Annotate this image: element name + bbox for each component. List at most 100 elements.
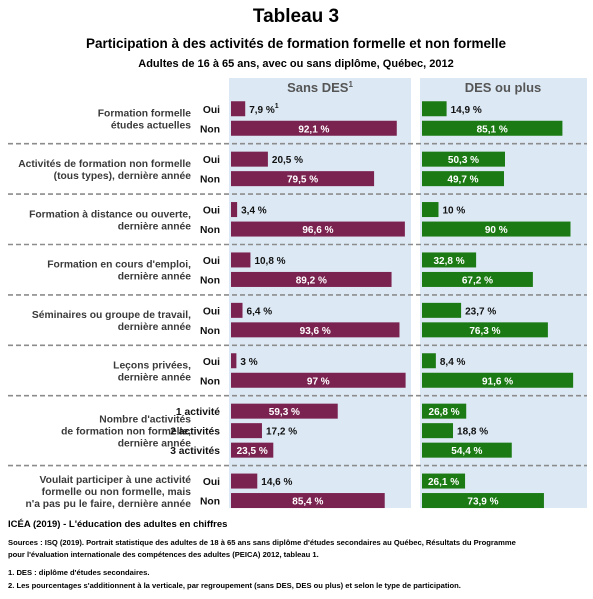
- data-label: 26,8 %: [429, 407, 460, 418]
- row-label: Non: [200, 376, 220, 387]
- data-label-value: 10,8 %: [254, 256, 285, 267]
- footer-source-line: pour l'évaluation internationale des com…: [8, 550, 319, 559]
- data-label-value: 20,5 %: [272, 155, 303, 166]
- data-label-value: 23,5 %: [237, 446, 268, 457]
- bar-des-plus: [422, 271, 533, 287]
- bar-des-plus: [422, 302, 462, 318]
- data-label: 17,2 %: [266, 427, 297, 438]
- bar-des-plus: [422, 202, 439, 218]
- data-label-value: 7,9 %: [249, 105, 275, 116]
- bar-sans-des: [231, 120, 397, 136]
- data-label: 90 %: [485, 225, 508, 236]
- data-label: 23,5 %: [237, 446, 268, 457]
- panel-header-sans-des: Sans DES1: [287, 80, 353, 95]
- bar-sans-des: [231, 442, 274, 458]
- bar-sans-des: [231, 171, 375, 187]
- bar-des-plus: [422, 372, 574, 388]
- footer-brand: ICÉA (2019) - L'éducation des adultes en…: [8, 519, 227, 530]
- bar-sans-des: [231, 353, 237, 369]
- data-label-value: 3,4 %: [241, 206, 267, 217]
- data-label: 14,9 %: [451, 105, 482, 116]
- footer-note: 2. Les pourcentages s'additionnent à la …: [8, 581, 461, 590]
- bar-sans-des: [231, 322, 400, 338]
- data-label: 20,5 %: [272, 155, 303, 166]
- category-label: dernière année: [118, 272, 192, 283]
- bar-sans-des: [231, 252, 251, 268]
- category-label: dernière année: [118, 322, 192, 333]
- data-label-value: 97 %: [307, 376, 330, 387]
- bar-des-plus: [422, 353, 436, 369]
- row-label: Non: [200, 124, 220, 135]
- row-label: Non: [200, 497, 220, 508]
- bar-des-plus: [422, 423, 454, 439]
- row-label: Oui: [203, 357, 220, 368]
- data-label: 7,9 %1: [249, 103, 279, 116]
- data-label: 97 %: [307, 376, 330, 387]
- bar-des-plus: [422, 322, 548, 338]
- data-label: 18,8 %: [457, 427, 488, 438]
- bar-sans-des: [231, 473, 258, 489]
- bar-sans-des: [231, 151, 268, 167]
- row-label: Non: [200, 175, 220, 186]
- bar-sans-des: [231, 403, 338, 419]
- data-label-value: 17,2 %: [266, 427, 297, 438]
- bar-des-plus: [422, 403, 467, 419]
- category-label: formelle ou non formelle, mais: [42, 487, 192, 498]
- panel-header-des-plus: DES ou plus: [465, 80, 542, 95]
- data-label: 49,7 %: [447, 175, 478, 186]
- data-label: 6,4 %: [247, 306, 273, 317]
- data-label-value: 89,2 %: [296, 275, 327, 286]
- row-label: Non: [200, 326, 220, 337]
- data-label: 26,1 %: [428, 477, 459, 488]
- data-label: 96,6 %: [302, 225, 333, 236]
- bar-des-plus: [422, 120, 563, 136]
- data-label: 59,3 %: [269, 407, 300, 418]
- row-label: Non: [200, 275, 220, 286]
- data-label: 85,1 %: [477, 124, 508, 135]
- row-label: Oui: [203, 477, 220, 488]
- row-label: Oui: [203, 206, 220, 217]
- category-label: Leçons privées,: [113, 361, 191, 372]
- data-label: 85,4 %: [292, 497, 323, 508]
- category-label: Voulait participer à une activité: [40, 475, 192, 486]
- data-label: 67,2 %: [462, 275, 493, 286]
- data-label-value: 96,6 %: [302, 225, 333, 236]
- bar-des-plus: [422, 101, 447, 117]
- bar-sans-des: [231, 202, 238, 218]
- bar-sans-des: [231, 302, 243, 318]
- chart-subsubtitle: Adultes de 16 à 65 ans, avec ou sans dip…: [138, 58, 453, 70]
- category-label: Nombre d'activités: [99, 415, 191, 426]
- bar-des-plus: [422, 252, 477, 268]
- row-label: Oui: [203, 155, 220, 166]
- data-label: 54,4 %: [451, 446, 482, 457]
- bar-des-plus: [422, 442, 512, 458]
- bar-des-plus: [422, 493, 544, 509]
- category-label: études actuelles: [111, 121, 191, 132]
- category-label: dernière année: [118, 439, 192, 450]
- data-label-value: 59,3 %: [269, 407, 300, 418]
- category-label: n'a pas pu le faire, dernière année: [25, 499, 191, 510]
- category-label: dernière année: [118, 373, 192, 384]
- bar-des-plus: [422, 151, 505, 167]
- row-label: Non: [200, 225, 220, 236]
- data-label: 89,2 %: [296, 275, 327, 286]
- data-label: 10 %: [443, 206, 466, 217]
- bar-des-plus: [422, 473, 466, 489]
- category-label: Formation en cours d'emploi,: [47, 260, 191, 271]
- data-label-value: 6,4 %: [247, 306, 273, 317]
- data-label: 93,6 %: [300, 326, 331, 337]
- category-label: de formation non formelle,: [61, 427, 191, 438]
- row-label: 3 activités: [170, 446, 220, 457]
- data-label-value: 14,6 %: [261, 477, 292, 488]
- data-label: 3,4 %: [241, 206, 267, 217]
- row-label: Oui: [203, 105, 220, 116]
- category-label: Formation à distance ou ouverte,: [29, 209, 191, 220]
- data-label-value: 93,6 %: [300, 326, 331, 337]
- data-label-value: 85,4 %: [292, 497, 323, 508]
- footer-note: 1. DES : diplôme d'études secondaires.: [8, 568, 150, 577]
- bar-sans-des: [231, 372, 406, 388]
- data-label: 76,3 %: [469, 326, 500, 337]
- bar-sans-des: [231, 493, 385, 509]
